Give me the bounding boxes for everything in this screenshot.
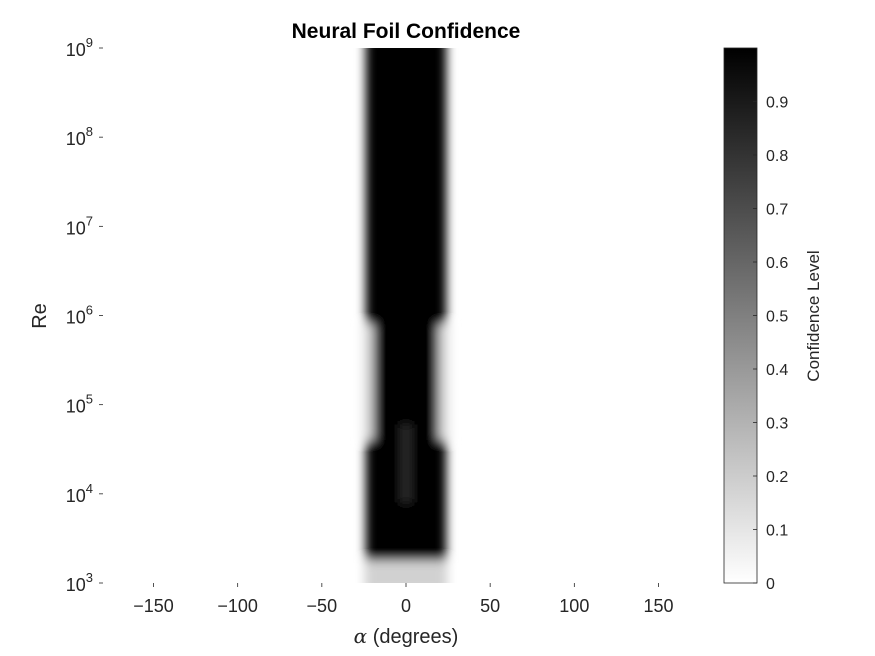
y-tick-label: 106 — [66, 303, 93, 328]
x-tick-label: −150 — [133, 596, 174, 616]
band-edge-fade — [437, 324, 452, 441]
band-edge-fade — [360, 324, 375, 441]
heatmap-image — [360, 48, 452, 583]
y-axis-label: Re — [29, 303, 51, 329]
y-tick-label: 108 — [66, 124, 93, 149]
colorbar-label: Confidence Level — [804, 250, 823, 381]
colorbar-tick-label: 0 — [766, 576, 775, 593]
colorbar-tick-label: 0.2 — [766, 469, 788, 486]
y-tick-label: 107 — [66, 213, 93, 238]
colorbar-tick-label: 0.5 — [766, 309, 788, 326]
x-axis-label-symbol: α — [354, 624, 368, 648]
colorbar-tick-label: 0.1 — [766, 523, 788, 540]
band-core — [365, 48, 447, 583]
x-axis-label-text: (degrees) — [367, 626, 458, 648]
x-tick-label: −50 — [307, 596, 338, 616]
colorbar-tick-label: 0.6 — [766, 255, 788, 272]
colorbar: 0 0.1 0.2 0.3 0.4 0.5 0.6 0.7 0.8 0.9 Confidence … — [723, 47, 823, 593]
plot-area — [103, 48, 709, 583]
chart-title: Neural Foil Confidence — [292, 20, 521, 43]
colorbar-tick-label: 0.9 — [766, 95, 788, 112]
x-axis: −150 −100 −50 0 50 100 150 — [133, 583, 674, 616]
colorbar-tick-label: 0.7 — [766, 202, 788, 219]
x-tick-label: −100 — [217, 596, 258, 616]
x-tick-label: 150 — [643, 596, 673, 616]
y-tick-label: 109 — [66, 35, 93, 60]
band-low-re-fade — [363, 560, 449, 583]
y-axis: 103 104 105 106 107 108 109 — [66, 35, 103, 595]
confidence-band — [360, 48, 452, 583]
y-tick-label: 103 — [66, 570, 93, 595]
y-tick-label: 104 — [66, 481, 93, 506]
colorbar-ticks: 0 0.1 0.2 0.3 0.4 0.5 0.6 0.7 0.8 0.9 — [753, 95, 788, 593]
band-inner-notch — [400, 424, 412, 503]
colorbar-tick-label: 0.3 — [766, 416, 788, 433]
colorbar-tick-label: 0.8 — [766, 148, 788, 165]
colorbar-tick-label: 0.4 — [766, 362, 788, 379]
x-tick-label: 0 — [401, 596, 411, 616]
y-tick-label: 105 — [66, 392, 93, 417]
colorbar-gradient — [723, 47, 758, 584]
x-axis-label: α (degrees) — [354, 624, 459, 648]
x-tick-label: 100 — [559, 596, 589, 616]
x-tick-label: 50 — [480, 596, 500, 616]
